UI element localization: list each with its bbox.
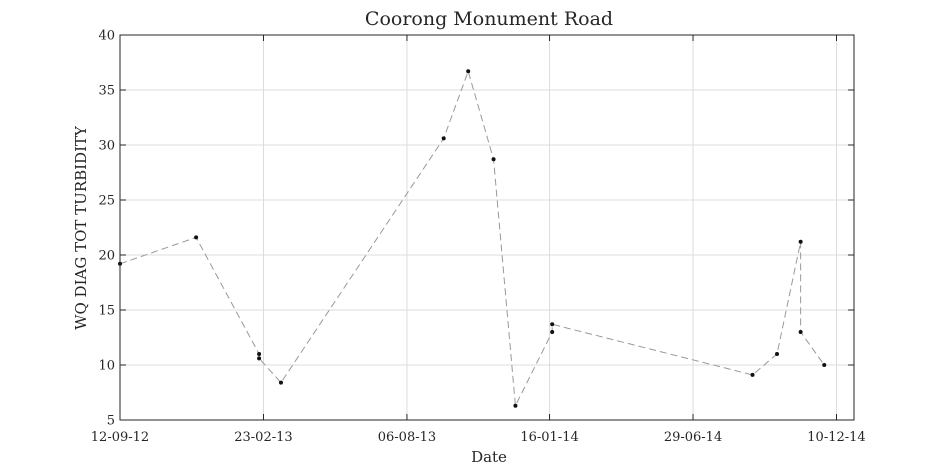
data-point bbox=[194, 235, 199, 240]
x-tick-label: 06-08-13 bbox=[378, 430, 436, 445]
y-tick-label: 5 bbox=[107, 414, 115, 429]
y-tick-label: 30 bbox=[98, 139, 115, 154]
y-tick-label: 35 bbox=[98, 84, 115, 99]
data-point bbox=[491, 157, 496, 162]
data-point bbox=[513, 403, 518, 408]
data-point bbox=[750, 372, 755, 377]
axes-layer: 12-09-12 23-02-13 06-08-13 16-01-14 29-06-14… bbox=[91, 29, 866, 446]
plot-frame bbox=[119, 34, 855, 421]
data-point bbox=[822, 363, 827, 367]
x-tick-label: 10-12-14 bbox=[807, 430, 865, 445]
data-point bbox=[278, 380, 283, 385]
data-point bbox=[441, 136, 446, 141]
series-layer bbox=[118, 69, 827, 408]
data-point bbox=[550, 322, 555, 327]
data-point bbox=[257, 356, 262, 361]
y-tick-label: 20 bbox=[98, 249, 115, 264]
x-tick-label: 12-09-12 bbox=[91, 430, 149, 445]
series-line bbox=[119, 69, 825, 408]
y-tick-label: 15 bbox=[98, 304, 115, 319]
data-point bbox=[775, 352, 780, 356]
data-point bbox=[798, 239, 803, 244]
data-point bbox=[466, 69, 471, 74]
y-tick-label: 10 bbox=[98, 359, 115, 374]
grid-layer bbox=[119, 34, 854, 421]
data-point bbox=[550, 330, 555, 334]
data-point bbox=[257, 352, 262, 356]
x-tick-label: 23-02-13 bbox=[234, 430, 292, 445]
y-tick-label: 25 bbox=[98, 194, 115, 209]
y-axis-label: WQ DIAG TOT TURBIDITY bbox=[72, 125, 90, 330]
x-tick-label: 29-06-14 bbox=[664, 430, 722, 445]
x-tick-label: 16-01-14 bbox=[520, 430, 578, 445]
data-point bbox=[798, 330, 803, 334]
y-tick-label: 40 bbox=[98, 29, 115, 44]
x-axis-label: Date bbox=[471, 448, 507, 466]
chart-title: Coorong Monument Road bbox=[365, 8, 613, 30]
